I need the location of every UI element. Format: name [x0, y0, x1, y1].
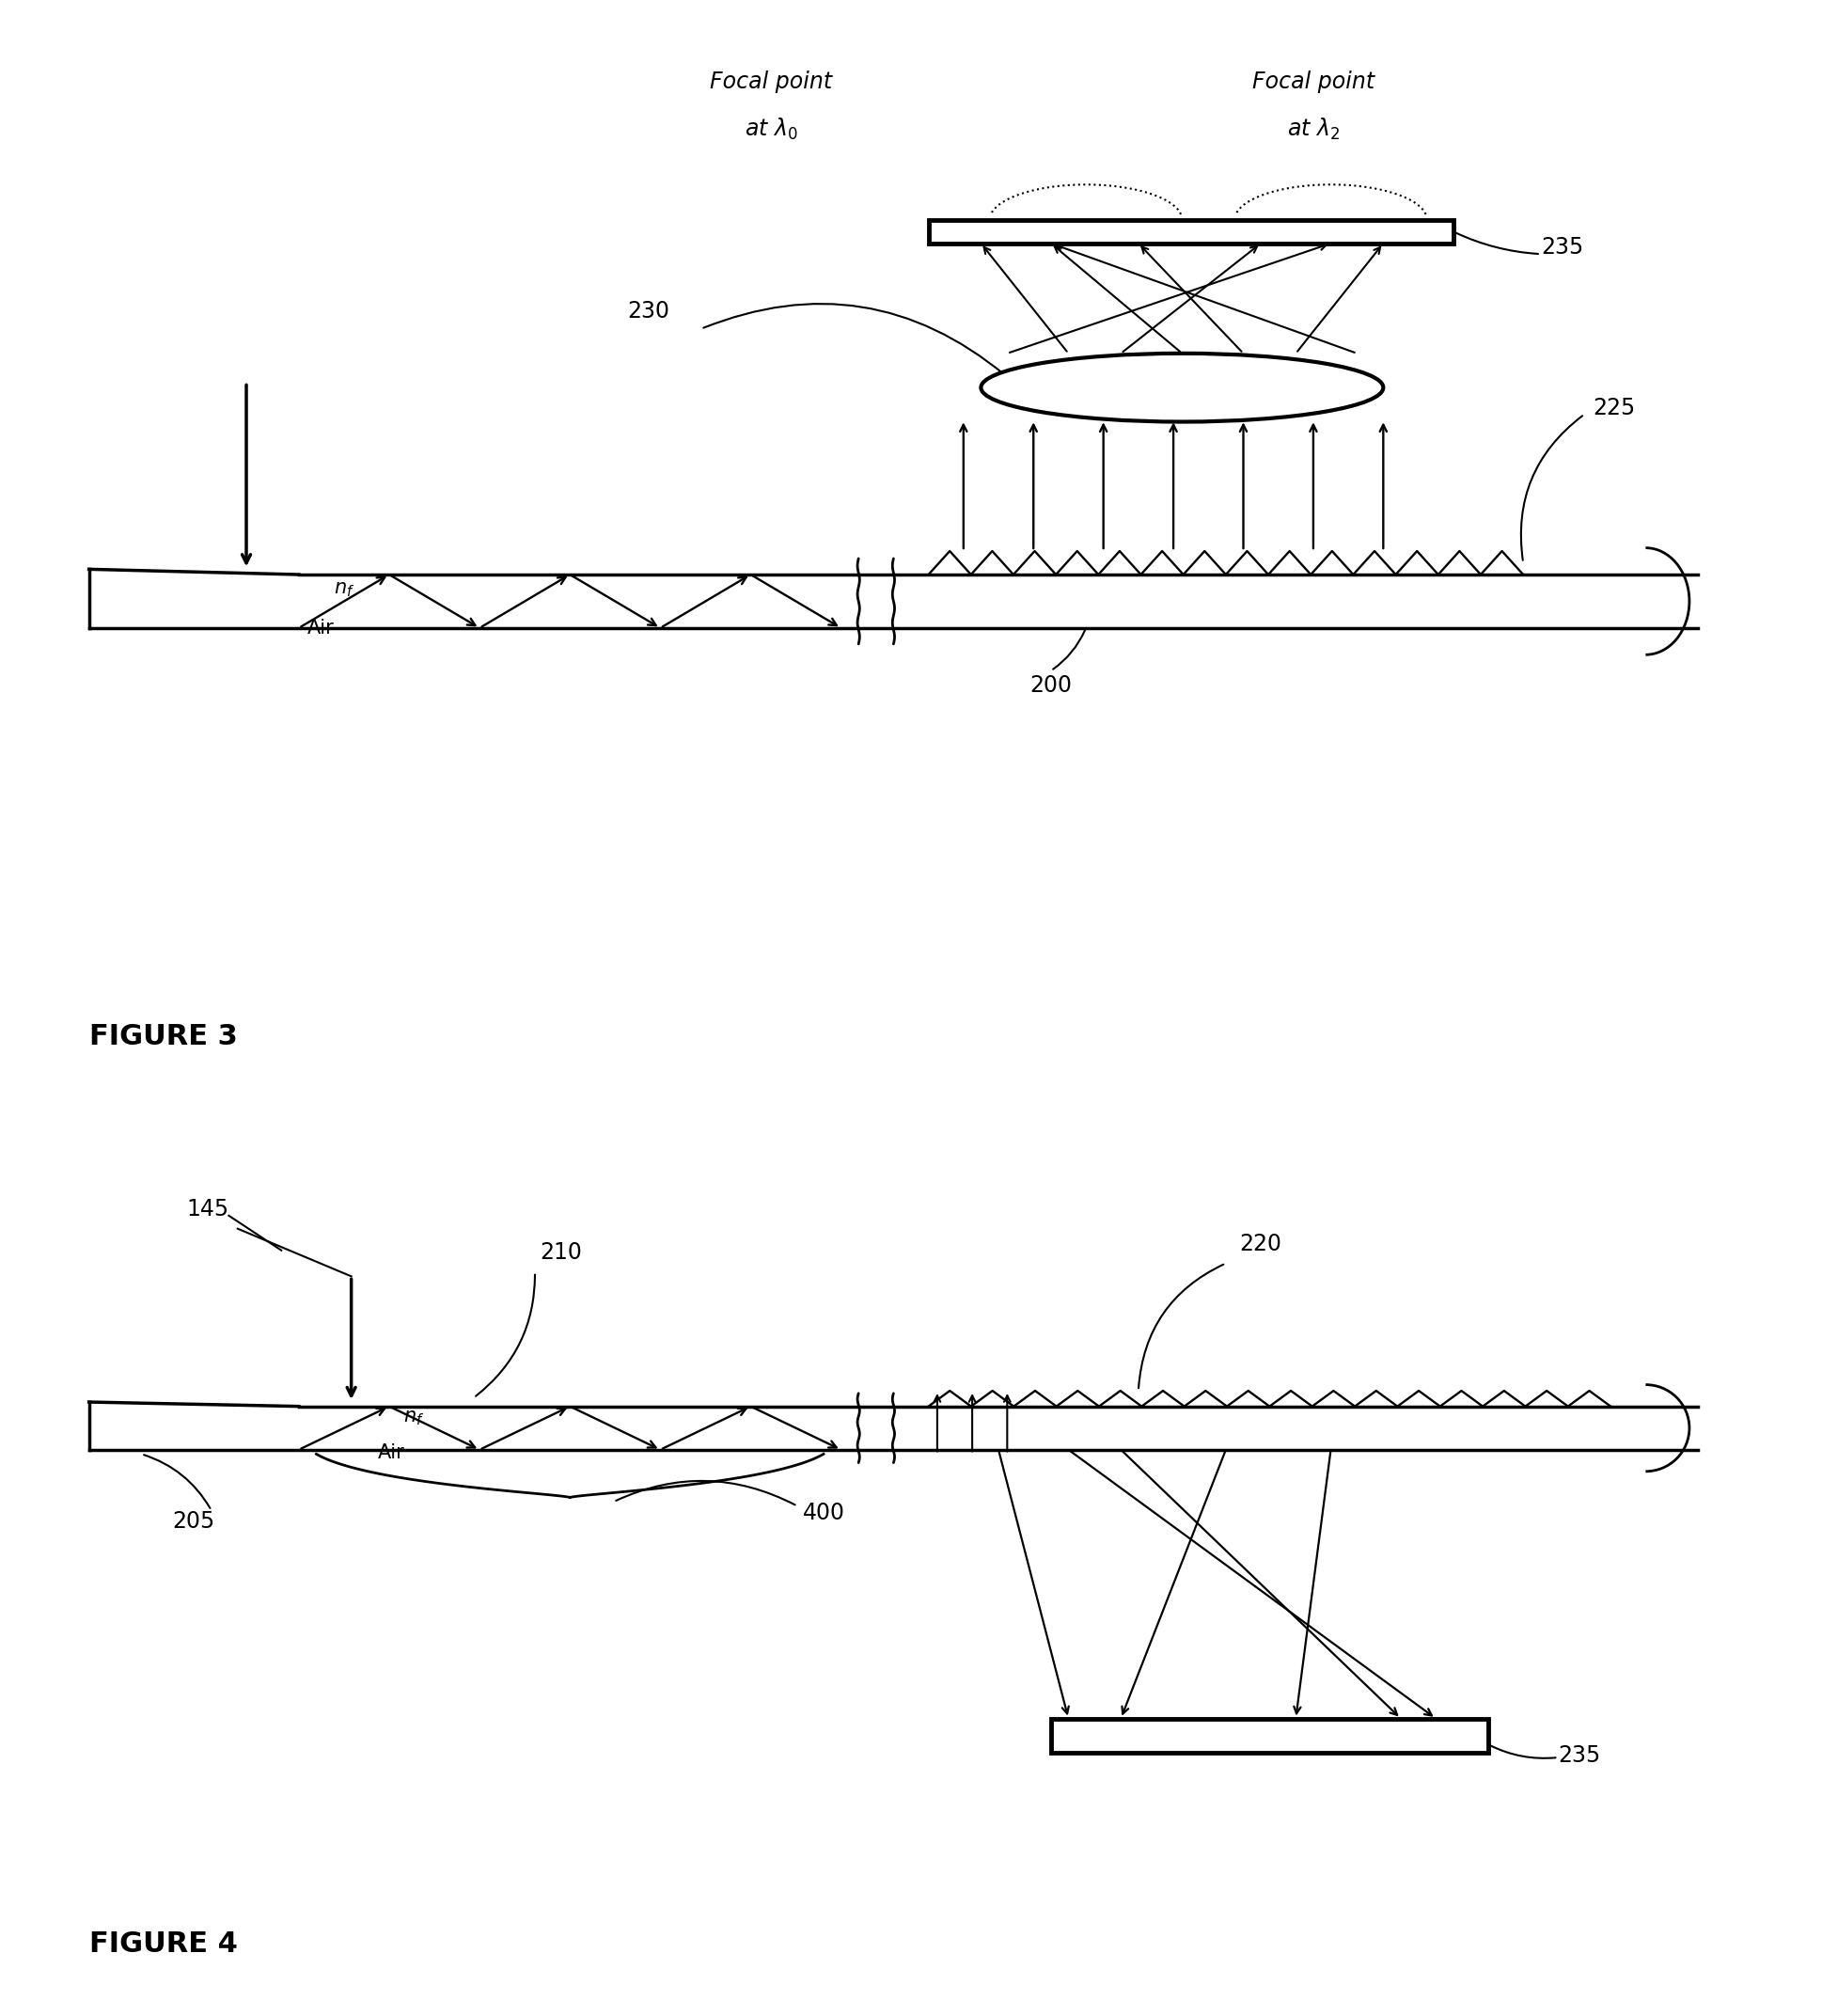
- Text: $n_f$: $n_f$: [404, 1409, 425, 1427]
- Text: 400: 400: [802, 1502, 845, 1524]
- Text: 145: 145: [186, 1198, 230, 1220]
- Text: at $\lambda_2$: at $\lambda_2$: [1286, 117, 1339, 143]
- Ellipse shape: [980, 353, 1383, 421]
- Text: 210: 210: [539, 1242, 583, 1264]
- Text: $n_f$: $n_f$: [333, 581, 355, 599]
- Text: 200: 200: [1029, 673, 1071, 698]
- Text: Focal point: Focal point: [711, 71, 833, 93]
- Text: 225: 225: [1592, 397, 1636, 419]
- Bar: [1051, 1718, 1489, 1754]
- Text: 205: 205: [173, 1510, 215, 1532]
- Text: 235: 235: [1558, 1744, 1602, 1766]
- Text: Focal point: Focal point: [1252, 71, 1374, 93]
- Text: 230: 230: [627, 300, 670, 323]
- Text: Air: Air: [377, 1443, 404, 1462]
- Text: 220: 220: [1239, 1232, 1283, 1256]
- Text: FIGURE 3: FIGURE 3: [89, 1022, 237, 1050]
- Text: Air: Air: [308, 619, 335, 637]
- Text: at $\lambda_0$: at $\lambda_0$: [745, 117, 798, 143]
- Text: FIGURE 4: FIGURE 4: [89, 1931, 237, 1958]
- Bar: [929, 220, 1454, 244]
- Text: 235: 235: [1541, 236, 1583, 258]
